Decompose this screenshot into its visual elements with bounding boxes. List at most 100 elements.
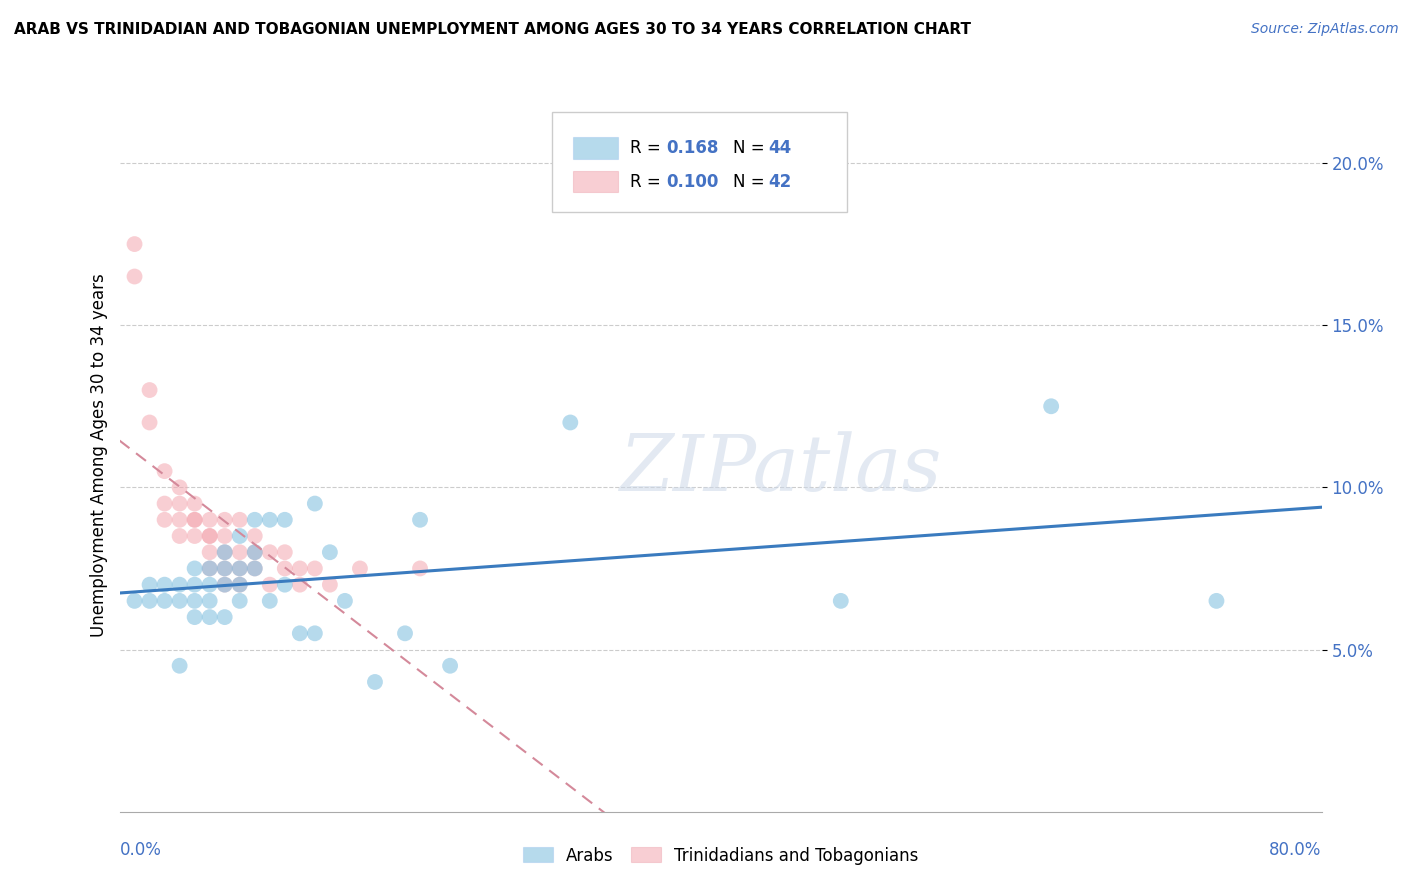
Point	[288, 577, 311, 591]
Point	[259, 545, 281, 559]
Point	[183, 561, 205, 575]
Point	[228, 561, 252, 575]
Point	[169, 513, 191, 527]
Text: 0.100: 0.100	[666, 173, 718, 191]
Point	[124, 237, 146, 252]
Point	[274, 545, 297, 559]
Text: R =: R =	[630, 139, 666, 157]
Point	[259, 594, 281, 608]
Point	[124, 269, 146, 284]
FancyBboxPatch shape	[553, 112, 846, 212]
Point	[243, 561, 266, 575]
Point	[243, 513, 266, 527]
Point	[1205, 594, 1227, 608]
Text: R =: R =	[630, 173, 666, 191]
Point	[214, 545, 236, 559]
Point	[1040, 399, 1063, 413]
Point	[259, 577, 281, 591]
Point	[153, 497, 176, 511]
Point	[243, 545, 266, 559]
Point	[183, 529, 205, 543]
Text: 0.0%: 0.0%	[120, 840, 162, 858]
Point	[183, 577, 205, 591]
Point	[198, 529, 221, 543]
Point	[153, 464, 176, 478]
Point	[214, 529, 236, 543]
Point	[198, 561, 221, 575]
Point	[198, 577, 221, 591]
Point	[409, 513, 432, 527]
Point	[183, 594, 205, 608]
Point	[169, 497, 191, 511]
Point	[198, 545, 221, 559]
Point	[138, 594, 160, 608]
Text: N =: N =	[733, 173, 769, 191]
Point	[214, 610, 236, 624]
FancyBboxPatch shape	[572, 171, 619, 193]
Point	[274, 577, 297, 591]
Point	[243, 529, 266, 543]
Point	[304, 626, 326, 640]
Point	[228, 561, 252, 575]
Point	[138, 577, 160, 591]
Point	[169, 577, 191, 591]
Point	[169, 529, 191, 543]
Point	[153, 594, 176, 608]
Point	[364, 675, 387, 690]
Text: 42: 42	[769, 173, 792, 191]
Point	[198, 513, 221, 527]
Text: Source: ZipAtlas.com: Source: ZipAtlas.com	[1251, 22, 1399, 37]
Point	[319, 545, 342, 559]
Text: N =: N =	[733, 139, 769, 157]
Point	[214, 561, 236, 575]
Point	[214, 545, 236, 559]
Point	[560, 416, 582, 430]
Point	[228, 545, 252, 559]
Point	[198, 529, 221, 543]
Point	[153, 513, 176, 527]
Point	[288, 626, 311, 640]
FancyBboxPatch shape	[572, 137, 619, 159]
Point	[228, 513, 252, 527]
Point	[198, 610, 221, 624]
Point	[830, 594, 852, 608]
Point	[228, 594, 252, 608]
Text: 80.0%: 80.0%	[1270, 840, 1322, 858]
Point	[259, 513, 281, 527]
Point	[333, 594, 356, 608]
Point	[183, 497, 205, 511]
Point	[198, 561, 221, 575]
Point	[138, 416, 160, 430]
Y-axis label: Unemployment Among Ages 30 to 34 years: Unemployment Among Ages 30 to 34 years	[90, 273, 108, 637]
Text: ARAB VS TRINIDADIAN AND TOBAGONIAN UNEMPLOYMENT AMONG AGES 30 TO 34 YEARS CORREL: ARAB VS TRINIDADIAN AND TOBAGONIAN UNEMP…	[14, 22, 972, 37]
Point	[274, 513, 297, 527]
Point	[169, 480, 191, 494]
Point	[228, 577, 252, 591]
Point	[214, 561, 236, 575]
Point	[304, 497, 326, 511]
Point	[198, 594, 221, 608]
Text: 44: 44	[769, 139, 792, 157]
Point	[349, 561, 371, 575]
Point	[319, 577, 342, 591]
Point	[243, 561, 266, 575]
Point	[183, 610, 205, 624]
Point	[138, 383, 160, 397]
Point	[288, 561, 311, 575]
Point	[183, 513, 205, 527]
Point	[169, 658, 191, 673]
Point	[169, 594, 191, 608]
Point	[274, 561, 297, 575]
Text: ZIPatlas: ZIPatlas	[620, 431, 942, 508]
Point	[243, 545, 266, 559]
Point	[124, 594, 146, 608]
Point	[153, 577, 176, 591]
Point	[409, 561, 432, 575]
Point	[304, 561, 326, 575]
Point	[214, 577, 236, 591]
Legend: Arabs, Trinidadians and Tobagonians: Arabs, Trinidadians and Tobagonians	[516, 840, 925, 871]
Point	[214, 577, 236, 591]
Point	[214, 513, 236, 527]
Point	[228, 529, 252, 543]
Point	[228, 577, 252, 591]
